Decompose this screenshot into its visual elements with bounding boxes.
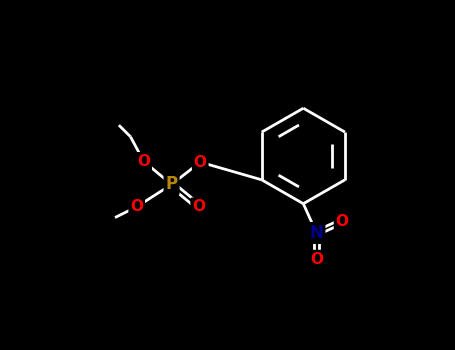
Text: O: O [130,199,143,214]
Text: O: O [137,154,150,169]
Text: O: O [336,214,349,229]
Text: N: N [309,224,324,242]
Text: O: O [194,155,207,170]
Text: O: O [310,252,323,267]
Text: O: O [192,199,205,214]
Text: P: P [166,175,177,194]
